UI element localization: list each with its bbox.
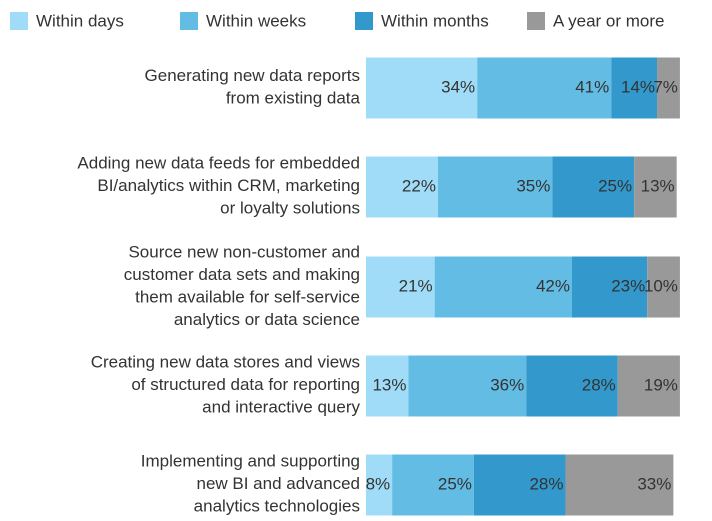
bar-segment [434,256,573,318]
bar-segment [565,454,674,516]
data-label: 41% [575,77,609,96]
bar-segment [526,355,618,417]
bar-segment [392,454,474,516]
data-label: 25% [598,176,632,195]
bar-segment [437,156,553,218]
legend-swatch [10,12,28,30]
legend-swatch [355,12,373,30]
data-label: 25% [438,474,472,493]
data-label: 10% [644,276,678,295]
bar-segment [634,156,677,218]
bar-segment [647,256,680,318]
bar-segment [366,454,393,516]
bar-segment [473,454,566,516]
data-label: 14% [621,77,655,96]
data-label: 28% [582,375,616,394]
legend-label: Within days [36,11,124,30]
bar-segment [611,57,658,119]
data-label: 13% [641,176,675,195]
data-label: 19% [644,375,678,394]
bar-segment [408,355,527,417]
data-label: 42% [536,276,570,295]
data-label: 7% [653,77,678,96]
data-label: 36% [490,375,524,394]
data-label: 21% [399,276,433,295]
data-label: 33% [637,474,671,493]
data-label: 8% [366,474,391,493]
legend-swatch [527,12,545,30]
category-label: Adding new data feeds for embedded BI/ana… [77,154,360,218]
bar-segment [477,57,612,119]
legend-label: Within months [381,11,489,30]
bar-segment [617,355,680,417]
bar-segment [366,156,438,218]
category-label: Implementing and supporting new BI and ad… [141,452,360,516]
legend-label: Within weeks [206,11,306,30]
bar-segment [572,256,648,318]
category-label: Source new non-customer and customer data… [124,243,360,330]
data-label: 35% [516,176,550,195]
data-label: 28% [529,474,563,493]
category-label: Creating new data stores and views of str… [91,353,361,417]
data-label: 23% [611,276,645,295]
legend-label: A year or more [553,11,665,30]
data-label: 34% [441,77,475,96]
data-label: 22% [402,176,436,195]
category-label: Generating new data reports from existing… [145,66,361,108]
bar-segment [366,57,478,119]
bar-segment [366,256,435,318]
bar-segment [552,156,635,218]
legend-swatch [180,12,198,30]
data-label: 13% [372,375,406,394]
bar-segment [657,57,680,119]
bar-segment [366,355,409,417]
